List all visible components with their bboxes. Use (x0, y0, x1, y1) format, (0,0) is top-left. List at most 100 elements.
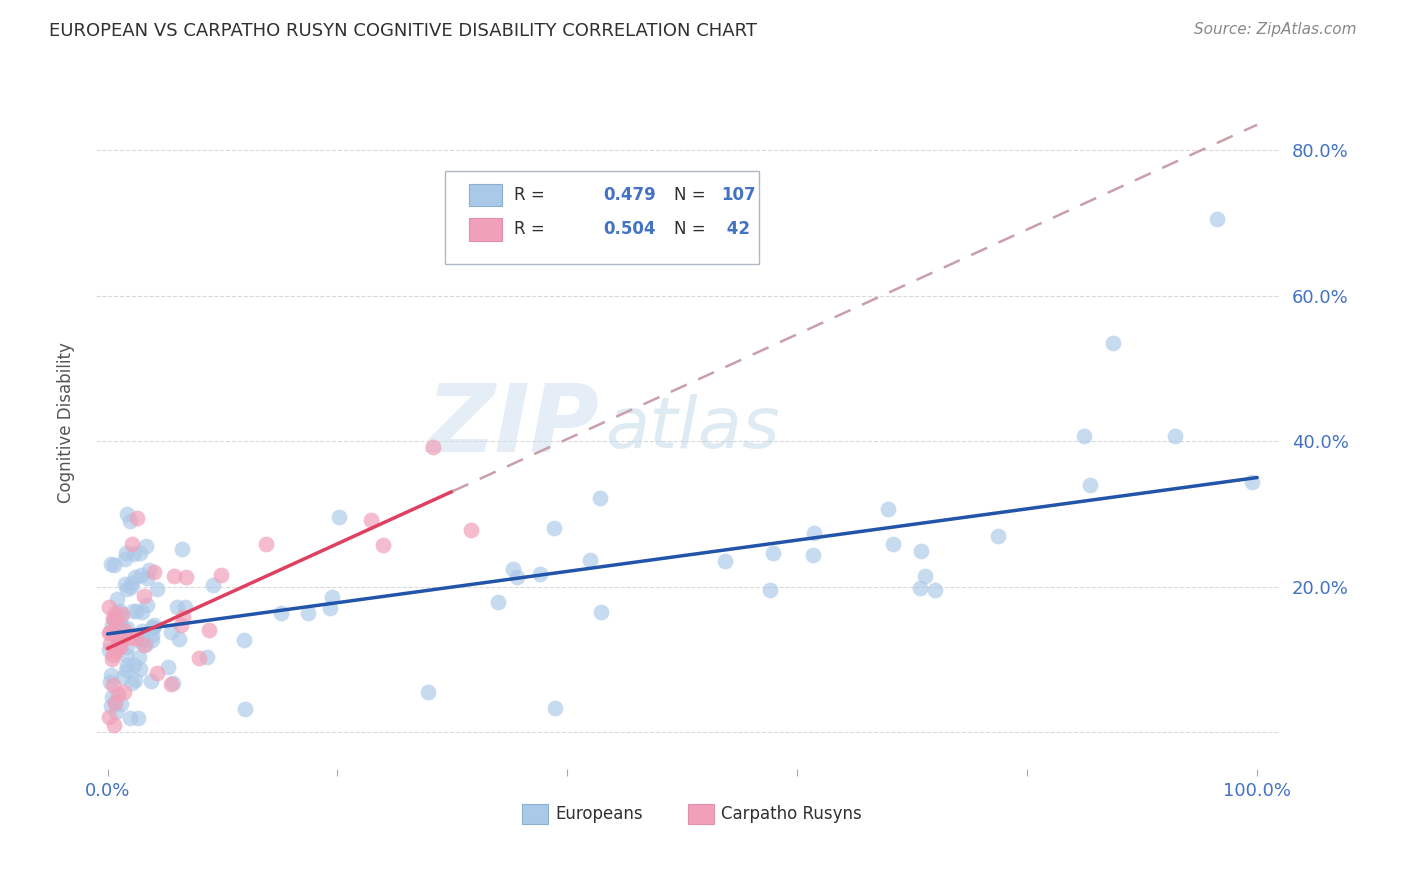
Point (107, 637, 129, 651)
Point (136, 571, 159, 585)
Point (120, 515, 142, 529)
Point (121, 537, 143, 551)
Point (115, 621, 138, 635)
Point (105, 705, 128, 719)
Point (129, 546, 152, 560)
Point (103, 558, 125, 572)
Bar (470, 184, 502, 206)
Point (141, 628, 163, 642)
Point (589, 605, 612, 619)
Point (121, 575, 143, 590)
Point (163, 569, 186, 583)
Point (97, 710, 120, 724)
Point (120, 631, 142, 645)
Point (101, 652, 124, 666)
Text: Source: ZipAtlas.com: Source: ZipAtlas.com (1194, 22, 1357, 37)
Point (114, 624, 136, 638)
Point (714, 553, 737, 567)
Point (578, 553, 600, 567)
Text: EUROPEAN VS CARPATHO RUSYN COGNITIVE DISABILITY CORRELATION CHART: EUROPEAN VS CARPATHO RUSYN COGNITIVE DIS… (49, 22, 758, 40)
Point (124, 570, 146, 584)
Point (416, 684, 439, 698)
Point (172, 542, 194, 557)
Point (135, 637, 157, 651)
Point (120, 710, 142, 724)
Point (103, 614, 125, 628)
Point (914, 568, 936, 582)
Point (100, 558, 122, 572)
Point (129, 568, 152, 582)
Point (1102, 335, 1125, 350)
Point (173, 600, 195, 615)
Point (100, 690, 122, 704)
Point (121, 605, 143, 619)
FancyBboxPatch shape (446, 170, 759, 264)
Text: ZIP: ZIP (426, 381, 599, 473)
Point (162, 675, 184, 690)
Point (111, 670, 134, 684)
Point (589, 491, 612, 505)
Point (1241, 475, 1264, 490)
Point (360, 513, 382, 527)
Point (910, 544, 932, 558)
Point (422, 440, 444, 454)
Point (98, 600, 121, 615)
Point (134, 638, 156, 652)
Point (141, 632, 163, 647)
Point (114, 577, 136, 591)
Point (110, 697, 132, 711)
Point (159, 677, 181, 691)
Point (115, 582, 138, 597)
Point (122, 658, 145, 673)
Point (169, 632, 191, 646)
Point (170, 618, 193, 632)
Point (128, 650, 150, 665)
Point (270, 606, 292, 620)
Point (117, 658, 139, 673)
Point (104, 644, 127, 658)
Point (134, 590, 156, 604)
Bar (688, 805, 714, 824)
Point (111, 632, 134, 646)
Point (107, 687, 129, 701)
Point (201, 578, 224, 592)
Point (328, 510, 350, 524)
Point (141, 620, 163, 634)
Point (108, 604, 131, 618)
Point (762, 546, 785, 560)
Bar (470, 219, 502, 241)
Point (131, 634, 153, 648)
Point (174, 570, 197, 584)
Point (115, 546, 138, 560)
Point (97, 625, 120, 640)
Point (146, 665, 169, 680)
Point (98, 637, 121, 651)
Point (111, 607, 134, 622)
Point (127, 510, 149, 524)
Point (136, 599, 159, 613)
Text: Europeans: Europeans (555, 805, 643, 823)
Point (108, 617, 131, 632)
Point (543, 521, 565, 535)
Point (129, 663, 152, 677)
Point (104, 607, 127, 621)
Text: 0.504: 0.504 (603, 220, 655, 238)
Point (321, 591, 343, 605)
Point (209, 568, 232, 582)
Point (232, 633, 254, 648)
Point (104, 697, 127, 711)
Bar (522, 805, 548, 824)
Point (188, 651, 211, 665)
Point (801, 548, 824, 562)
Point (131, 624, 153, 638)
Point (505, 570, 527, 584)
Point (138, 563, 160, 577)
Point (124, 673, 146, 687)
Point (103, 678, 125, 692)
Point (110, 632, 132, 646)
Point (319, 600, 342, 615)
Text: atlas: atlas (605, 394, 780, 463)
Point (105, 615, 128, 630)
Point (924, 582, 946, 597)
Point (103, 718, 125, 732)
